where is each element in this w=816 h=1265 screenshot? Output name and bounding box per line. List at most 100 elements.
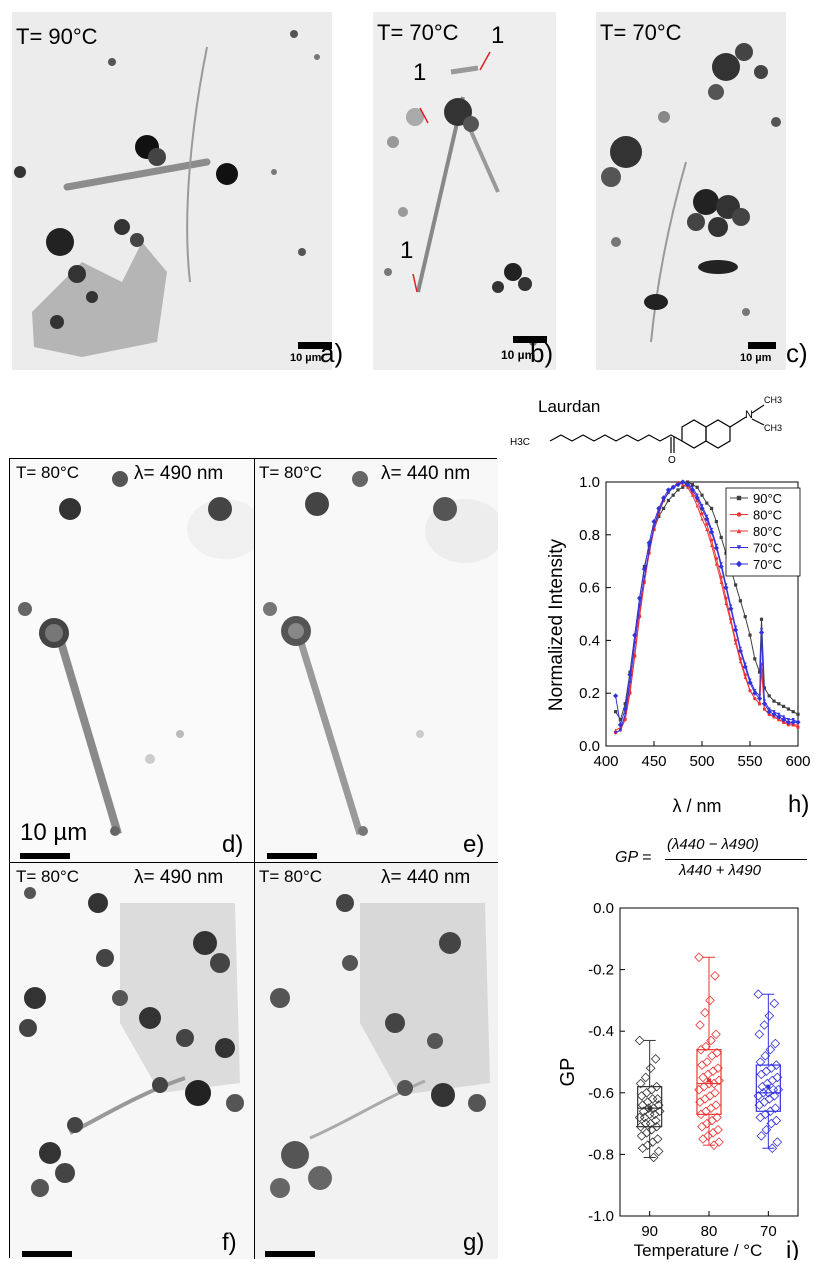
x-tick-label: 80 — [701, 1223, 718, 1240]
data-point — [777, 718, 781, 722]
panel-letter-h: h) — [788, 791, 809, 818]
series-line — [615, 481, 799, 734]
data-point — [666, 498, 670, 503]
data-point — [760, 1051, 771, 1061]
panel-letter-f: f) — [222, 1229, 237, 1256]
data-point — [653, 1146, 664, 1157]
data-point — [703, 1131, 713, 1141]
grid-divider — [10, 862, 498, 863]
laurdan-h3c: H3C — [510, 437, 530, 448]
x-tick-label: 500 — [689, 753, 714, 770]
scale-bar — [748, 342, 776, 349]
scale-bar — [20, 853, 70, 859]
mean-marker — [766, 1084, 771, 1089]
data-point — [755, 1112, 766, 1123]
gp-formula-denominator: λ440 + λ490 — [679, 862, 761, 879]
data-point — [637, 1100, 648, 1110]
y-tick-label: -1.0 — [588, 1208, 614, 1225]
temperature-label: T= 80°C — [259, 867, 323, 886]
data-point — [705, 514, 709, 518]
data-point — [695, 485, 699, 489]
data-point — [781, 717, 787, 723]
temperature-label: T= 80°C — [259, 463, 323, 482]
plot-frame — [619, 907, 799, 1217]
micrograph-b: T= 70°C 1 1 1 10 µm — [373, 12, 556, 370]
data-point — [680, 479, 686, 485]
data-point — [634, 1112, 645, 1123]
data-point — [708, 1128, 718, 1138]
data-point — [791, 718, 795, 722]
data-point — [767, 1075, 778, 1086]
data-point — [796, 712, 800, 716]
data-point — [634, 1035, 645, 1046]
data-point — [769, 998, 780, 1009]
data-point — [767, 712, 771, 716]
scale-bar — [298, 342, 332, 349]
data-point — [709, 1078, 719, 1089]
data-point — [777, 712, 781, 716]
data-point — [661, 495, 667, 501]
data-point — [767, 707, 771, 711]
y-tick-label: 1.0 — [579, 474, 600, 491]
data-point — [748, 688, 752, 693]
data-point — [648, 1103, 659, 1114]
data-point — [766, 1118, 777, 1129]
data-point — [772, 1137, 783, 1147]
data-point — [645, 1063, 656, 1073]
data-point — [758, 629, 765, 636]
panel-letter-g: g) — [463, 1229, 485, 1256]
data-point — [637, 1143, 648, 1154]
data-point — [772, 699, 776, 703]
y-tick-label: -0.4 — [588, 1023, 614, 1040]
data-point — [697, 1121, 707, 1132]
data-point — [671, 493, 675, 497]
data-point — [761, 1066, 772, 1077]
laurdan-structure: H3C O N CH3 CH3 — [510, 395, 782, 465]
data-point — [694, 952, 704, 963]
y-tick-label: 0.0 — [579, 738, 600, 755]
data-point — [709, 1140, 719, 1150]
box — [755, 1064, 781, 1112]
data-point — [759, 1020, 770, 1030]
data-point — [657, 514, 661, 518]
wavelength-label: λ= 490 nm — [134, 867, 224, 888]
data-point — [743, 675, 747, 679]
scale-label: 10 µm — [290, 352, 322, 364]
micrograph-c: T= 70°C 10 µm — [596, 12, 786, 370]
laurdan-title: Laurdan — [538, 397, 601, 416]
box — [696, 1049, 722, 1115]
grid-divider — [254, 459, 255, 1259]
scale-bar — [513, 336, 547, 343]
data-point — [708, 1066, 718, 1077]
micrograph-a: T= 90°C 10 µm — [12, 12, 332, 370]
data-point — [753, 989, 764, 1000]
data-point — [710, 1087, 720, 1098]
data-point — [613, 693, 619, 699]
x-tick-label: 550 — [737, 753, 762, 770]
data-point — [729, 620, 733, 624]
mean-marker — [647, 1106, 652, 1111]
data-point — [614, 710, 618, 714]
data-point — [633, 652, 637, 656]
data-point — [618, 718, 622, 722]
data-point — [618, 728, 622, 732]
legend-label: 80°C — [753, 524, 782, 539]
scale-label: 10 µm — [501, 348, 536, 362]
data-point — [696, 1044, 706, 1055]
temperature-label: T= 70°C — [377, 20, 459, 45]
data-point — [754, 1029, 765, 1040]
data-point — [759, 617, 764, 621]
temperature-label: T= 80°C — [16, 867, 80, 886]
data-point — [705, 501, 709, 505]
data-point — [771, 1115, 782, 1126]
data-point — [705, 522, 709, 526]
legend-label: 70°C — [753, 557, 782, 572]
data-point — [710, 543, 714, 547]
data-point — [700, 504, 704, 508]
wavelength-label: λ= 490 nm — [134, 463, 224, 484]
data-point — [759, 1097, 770, 1107]
data-point — [786, 707, 790, 711]
data-point — [635, 1078, 646, 1089]
micrograph-f-image — [10, 863, 254, 1259]
y-tick-label: 0.4 — [579, 632, 600, 649]
